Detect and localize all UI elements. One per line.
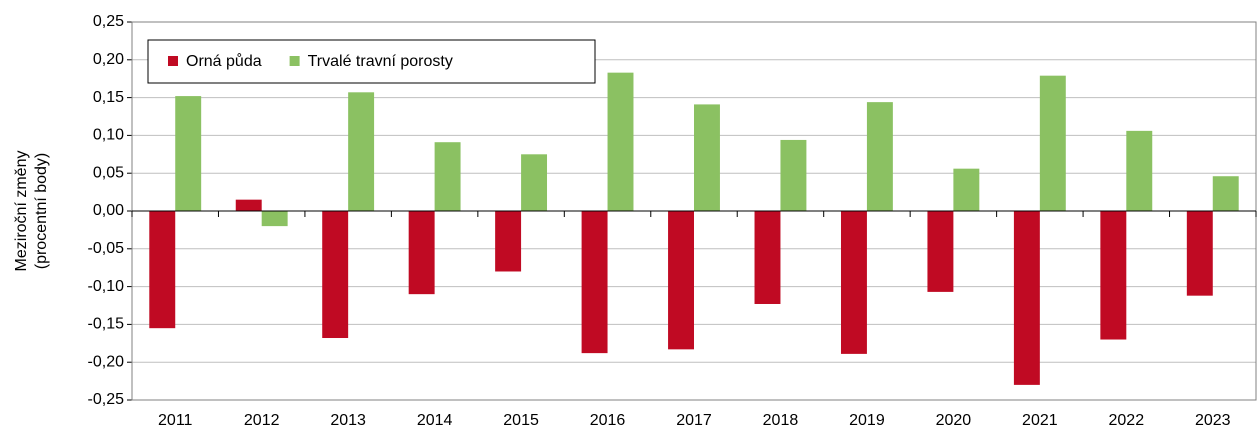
bar	[953, 168, 980, 211]
y-tick-label: 0,25	[93, 13, 124, 30]
x-tick-label: 2022	[1109, 412, 1145, 429]
bar	[780, 139, 807, 211]
x-tick-label: 2015	[503, 412, 539, 429]
x-tick-label: 2021	[1022, 412, 1058, 429]
bar	[348, 92, 375, 211]
bar	[668, 211, 694, 350]
bar	[434, 142, 461, 211]
legend-label: Orná půda	[186, 52, 262, 70]
x-tick-label: 2016	[590, 412, 626, 429]
bar	[927, 211, 954, 292]
y-axis-label: (procentní body)	[33, 153, 50, 270]
bar	[261, 211, 288, 227]
y-tick-label: -0,10	[88, 278, 125, 295]
bar	[581, 211, 608, 354]
bar	[149, 211, 176, 329]
y-tick-label: 0,20	[93, 51, 124, 68]
x-tick-label: 2017	[676, 412, 712, 429]
y-tick-label: -0,05	[88, 240, 125, 257]
bar	[1013, 211, 1040, 385]
y-tick-label: -0,15	[88, 316, 125, 333]
x-tick-label: 2012	[244, 412, 280, 429]
y-tick-label: 0,10	[93, 127, 124, 144]
bar	[521, 154, 548, 211]
bar	[175, 96, 202, 211]
bar	[1126, 130, 1153, 211]
bar	[408, 211, 435, 295]
bar	[607, 72, 634, 211]
y-tick-label: -0,20	[88, 353, 125, 370]
bar	[1186, 211, 1213, 296]
bar	[235, 199, 262, 211]
x-tick-label: 2018	[763, 412, 799, 429]
bar	[322, 211, 349, 339]
legend-box	[147, 39, 596, 84]
legend-swatch	[168, 56, 178, 66]
bar	[1100, 211, 1127, 340]
x-tick-label: 2011	[158, 412, 193, 429]
bar	[1039, 75, 1066, 212]
y-tick-label: 0,15	[93, 89, 124, 106]
legend-label: Trvalé travní porosty	[308, 53, 453, 70]
x-tick-label: 2013	[330, 412, 366, 429]
bar	[754, 211, 781, 304]
x-tick-label: 2020	[936, 412, 972, 429]
bar	[866, 102, 893, 211]
x-tick-label: 2019	[849, 412, 885, 429]
bar	[495, 211, 522, 272]
y-axis-label: Meziroční změny	[13, 151, 30, 272]
bar	[694, 104, 720, 211]
y-tick-label: 0,05	[93, 164, 124, 181]
y-tick-label: -0,25	[88, 391, 125, 408]
x-tick-label: 2023	[1195, 412, 1231, 429]
x-tick-label: 2014	[417, 412, 453, 429]
bar	[840, 211, 867, 354]
bar	[1212, 176, 1239, 211]
legend-swatch	[289, 56, 300, 66]
y-tick-label: 0,00	[93, 202, 124, 219]
